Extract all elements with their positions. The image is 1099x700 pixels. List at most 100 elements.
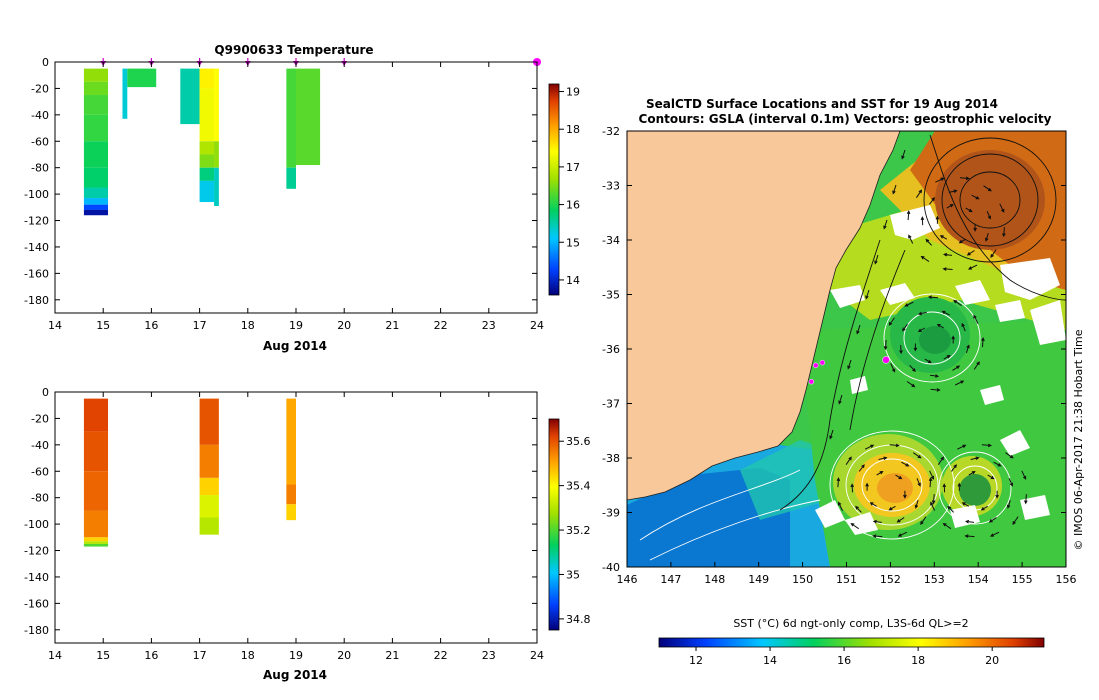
- y-tick-label: -40: [31, 109, 49, 122]
- velocity-vector: [1012, 516, 1019, 526]
- colorbar-tick-label: 14: [566, 274, 580, 287]
- profile-cell: [83, 204, 109, 210]
- salinity-panel: 14 15 16 17 18 19 20 21 22 23 24 0 -20 -40 -60 -80 -100…: [24, 386, 590, 682]
- profile-cell: [83, 537, 109, 542]
- profile-cell: [286, 68, 296, 168]
- velocity-vector: [953, 299, 962, 307]
- y-tick-label: -180: [24, 624, 49, 637]
- colorbar-tick-label: 18: [566, 123, 580, 136]
- velocity-vector: [914, 500, 919, 509]
- velocity-vector: [878, 456, 888, 460]
- velocity-vector: [908, 234, 914, 244]
- x-tick-label: 14: [48, 649, 62, 662]
- velocity-vector: [836, 477, 841, 488]
- y-tick-label: -120: [24, 215, 49, 228]
- velocity-vector: [901, 149, 906, 160]
- velocity-vector: [959, 176, 971, 181]
- profile-cell: [199, 444, 219, 478]
- velocity-vector: [999, 203, 1005, 213]
- y-tick-label: -100: [24, 518, 49, 531]
- velocity-vector: [845, 456, 852, 465]
- x-tick-label: 19: [289, 319, 303, 332]
- velocity-vector: [952, 365, 961, 371]
- colorbar-tick-label: 19: [566, 86, 580, 99]
- map-y-tick-label: -34: [602, 234, 620, 247]
- salinity-cells: [83, 398, 296, 547]
- sst-colorbar: [658, 637, 1045, 648]
- colorbar-tick-label: 17: [566, 161, 580, 174]
- map-y-tick-label: -37: [602, 398, 620, 411]
- y-tick-label: -80: [31, 162, 49, 175]
- velocity-vector: [838, 394, 843, 405]
- colorbar-tick-label: 35: [566, 568, 580, 581]
- velocity-vector: [890, 363, 896, 373]
- profile-cell: [199, 477, 219, 496]
- colorbar-tick-label: 34.8: [566, 613, 591, 626]
- profile-cell: [83, 398, 109, 432]
- velocity-vector: [948, 189, 958, 193]
- velocity-vector: [965, 207, 973, 213]
- velocity-vector: [928, 477, 933, 488]
- velocity-vector: [964, 534, 975, 538]
- profile-cell: [286, 167, 296, 189]
- velocity-vector: [965, 519, 975, 524]
- profile-cell: [199, 180, 215, 203]
- profile-cell: [286, 484, 296, 505]
- velocity-vector: [1024, 494, 1028, 505]
- map-x-tick-label: 148: [704, 573, 725, 586]
- colorbar-tick-label: 35.4: [566, 480, 591, 493]
- profile-cell: [83, 471, 109, 511]
- x-tick-label: 20: [337, 649, 351, 662]
- x-tick-label: 15: [96, 649, 110, 662]
- velocity-vector: [913, 343, 918, 352]
- velocity-vector: [961, 322, 966, 332]
- velocity-vector: [865, 482, 869, 491]
- velocity-vector: [906, 381, 916, 388]
- map-x-tick-label: 153: [924, 573, 945, 586]
- velocity-vector: [903, 490, 907, 499]
- velocity-vector: [902, 323, 908, 332]
- velocity-vector: [942, 483, 947, 493]
- velocity-vector: [968, 264, 978, 270]
- velocity-vector: [973, 314, 979, 324]
- profile-cell: [83, 187, 109, 199]
- velocity-vector: [941, 310, 950, 316]
- velocity-vector: [888, 317, 895, 326]
- profile-cell: [83, 510, 109, 538]
- profile-cell: [127, 68, 157, 88]
- x-tick-label: 19: [289, 649, 303, 662]
- temperature-colorbar-ticks: 14 15 16 17 18 19: [559, 86, 580, 287]
- x-tick-label: 24: [530, 319, 544, 332]
- map-subtitle: Contours: GSLA (interval 0.1m) Vectors: …: [639, 112, 1052, 126]
- profile-cell: [199, 167, 215, 181]
- velocity-vector: [988, 517, 997, 523]
- velocity-vector: [892, 184, 897, 195]
- velocity-vector: [946, 204, 954, 209]
- velocity-vector: [995, 490, 999, 499]
- velocity-vector: [883, 339, 888, 351]
- map-x-tick-label: 150: [792, 573, 813, 586]
- velocity-vector: [917, 311, 927, 316]
- velocity-vector: [899, 345, 903, 355]
- velocity-vector: [980, 505, 988, 511]
- x-tick-label: 14: [48, 319, 62, 332]
- velocity-vector: [1021, 470, 1027, 480]
- velocity-vector: [958, 238, 966, 244]
- profile-cell: [296, 68, 321, 166]
- y-tick-label: 0: [42, 386, 49, 399]
- x-tick-label: 17: [193, 319, 207, 332]
- temperature-cells: [83, 68, 321, 216]
- velocity-vector: [930, 388, 941, 392]
- velocity-vector: [896, 517, 905, 523]
- colorbar-tick-label: 35.2: [566, 524, 591, 537]
- velocity-vector: [990, 531, 1000, 537]
- velocity-vector: [935, 215, 940, 224]
- velocity-vector: [925, 238, 932, 246]
- velocity-vector: [850, 483, 854, 493]
- profile-cell: [83, 81, 109, 96]
- x-tick-label: 16: [144, 649, 158, 662]
- velocity-vector: [858, 464, 865, 472]
- velocity-vector: [973, 361, 980, 370]
- profile-cell: [122, 68, 128, 119]
